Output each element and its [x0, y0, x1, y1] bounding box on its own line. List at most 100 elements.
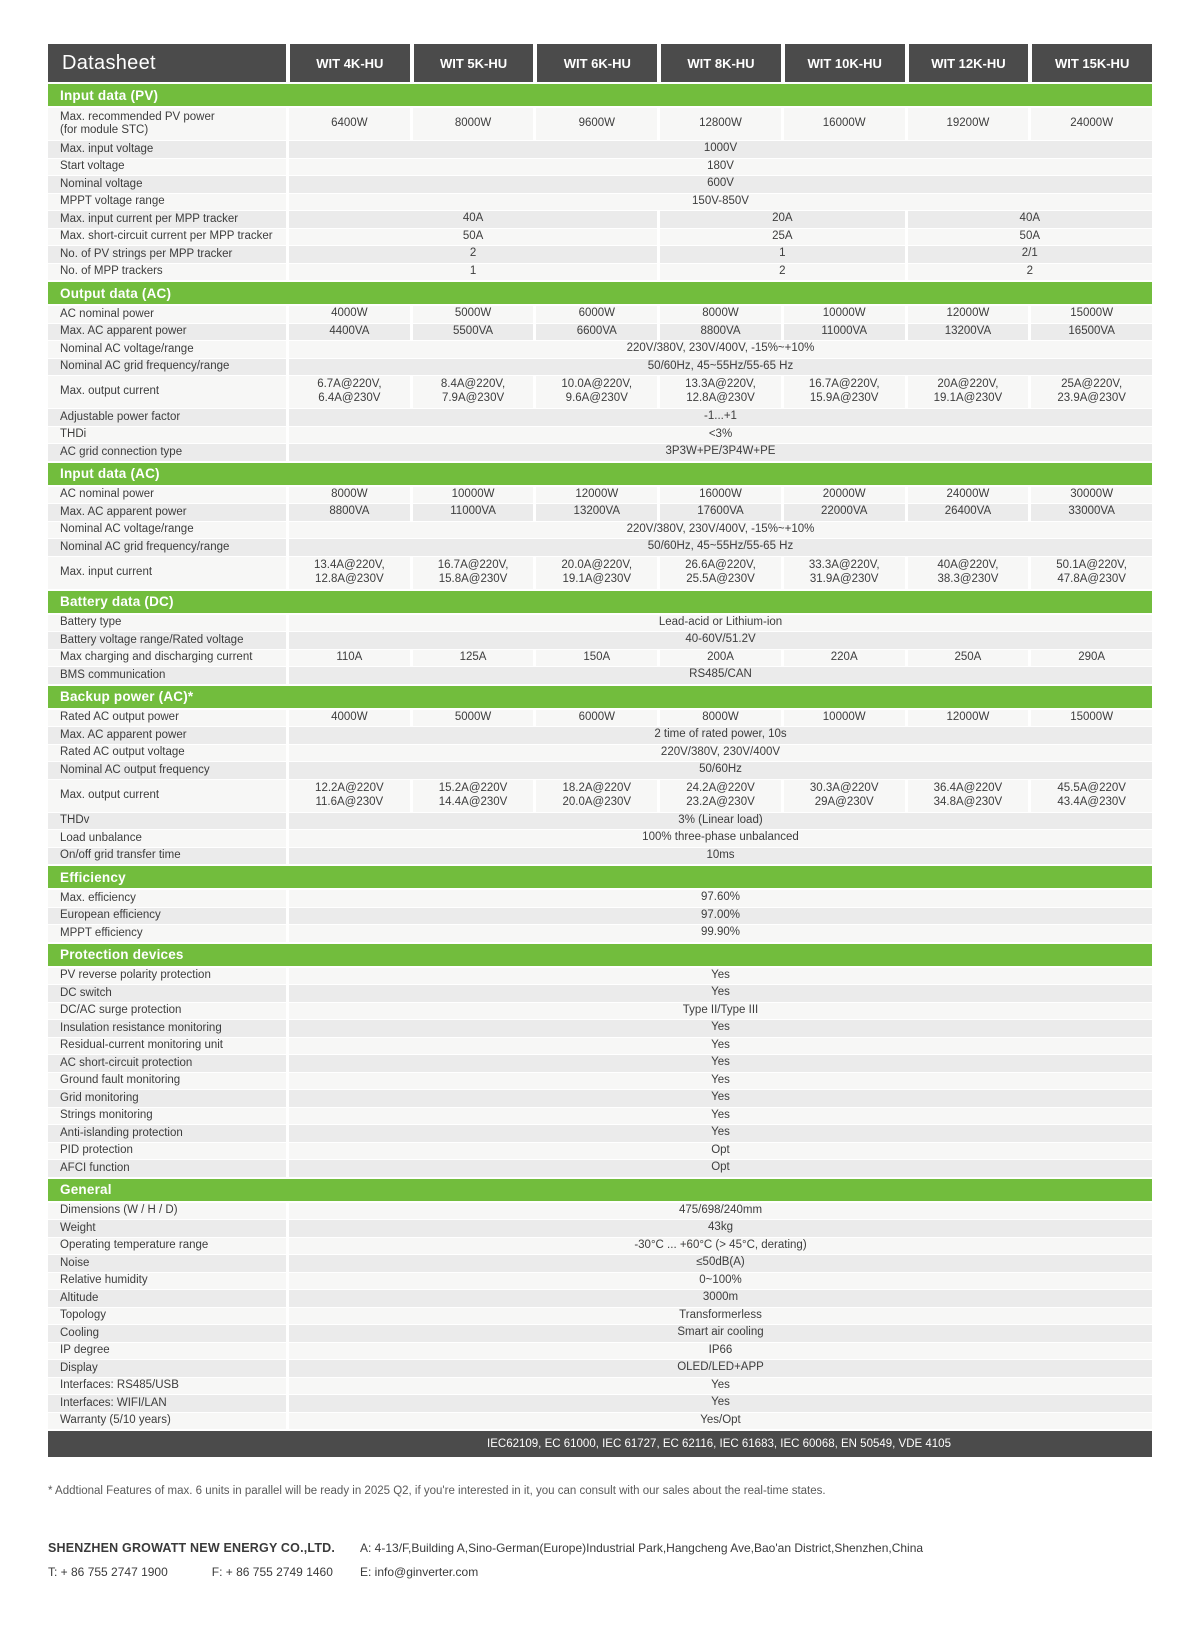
table-row: On/off grid transfer time 10ms: [48, 847, 1152, 864]
spec-value: 8800VA: [289, 504, 410, 521]
table-row: AC nominal power 4000W 5000W 6000W 8000W 1000…: [48, 306, 1152, 323]
spec-value: 15000W: [1031, 306, 1152, 323]
spec-value: 50A: [907, 228, 1152, 245]
spec-value: 50/60Hz, 45~55Hz/55-65 Hz: [289, 539, 1152, 556]
table-row: THDi <3%: [48, 426, 1152, 443]
row-label: Battery type: [48, 614, 286, 631]
section-header: Backup power (AC)*: [48, 685, 1152, 708]
section-header: Battery data (DC): [48, 590, 1152, 613]
spec-value: 36.4A@220V 34.8A@230V: [907, 779, 1029, 812]
footer: SHENZHEN GROWATT NEW ENERGY CO.,LTD. A: …: [48, 1541, 1152, 1579]
table-row: Interfaces: RS485/USB Yes: [48, 1377, 1152, 1394]
spec-value: Yes: [289, 1055, 1152, 1072]
spec-value: 11000VA: [783, 323, 905, 340]
spec-value: Opt: [289, 1142, 1152, 1159]
section-header: Output data (AC): [48, 282, 1152, 304]
row-label: Topology: [48, 1307, 286, 1324]
spec-value: 3P3W+PE/3P4W+PE: [289, 444, 1152, 461]
footnote: * Addtional Features of max. 6 units in …: [48, 1485, 826, 1497]
spec-value: 40-60V/51.2V: [289, 632, 1152, 649]
row-label: Max. AC apparent power: [48, 504, 286, 521]
spec-value: 220A: [783, 649, 905, 666]
row-label: DC switch: [48, 985, 286, 1002]
spec-value: Smart air cooling: [289, 1325, 1152, 1342]
model-column-header: WIT 15K-HU: [1032, 44, 1152, 82]
row-label: Max. output current: [48, 779, 286, 812]
row-label: Start voltage: [48, 158, 286, 175]
company-email: E: info@ginverter.com: [360, 1565, 479, 1579]
spec-value: 16000W: [660, 486, 781, 503]
company-address: A: 4-13/F,Building A,Sino-German(Europe)…: [360, 1541, 924, 1555]
spec-value: 13200VA: [907, 323, 1029, 340]
table-row: IP degree IP66: [48, 1342, 1152, 1359]
spec-value: 1000V: [289, 141, 1152, 158]
spec-value: 12800W: [660, 108, 781, 140]
spec-value: 10.0A@220V, 9.6A@230V: [536, 376, 658, 408]
spec-value: 220V/380V, 230V/400V, -15%~+10%: [289, 341, 1152, 358]
spec-value: 600V: [289, 176, 1152, 193]
row-label: Interfaces: WIFI/LAN: [48, 1395, 286, 1412]
table-row: Rated AC output power 4000W 5000W 6000W 8000…: [48, 709, 1152, 726]
spec-value: Yes: [289, 1090, 1152, 1107]
table-row: Display OLED/LED+APP: [48, 1360, 1152, 1377]
spec-value: 24000W: [1031, 108, 1152, 140]
table-row: Max. efficiency 97.60%: [48, 890, 1152, 907]
spec-value: OLED/LED+APP: [289, 1360, 1152, 1377]
spec-value: 24000W: [907, 486, 1029, 503]
spec-value: 6000W: [536, 709, 658, 726]
fax-number: F: + 86 755 2749 1460: [211, 1565, 333, 1579]
spec-value: 8000W: [289, 486, 410, 503]
spec-value: 25A@220V, 23.9A@230V: [1031, 376, 1152, 408]
spec-value: 2: [907, 263, 1152, 280]
table-row: BMS communication RS485/CAN: [48, 667, 1152, 684]
spec-value: IP66: [289, 1342, 1152, 1359]
row-label: Rated AC output power: [48, 709, 286, 726]
spec-value: 12000W: [907, 306, 1029, 323]
phone-number: T: + 86 755 2747 1900: [48, 1565, 168, 1579]
row-label: BMS communication: [48, 667, 286, 684]
row-label: PID protection: [48, 1142, 286, 1159]
row-label: Ground fault monitoring: [48, 1072, 286, 1089]
row-label: No. of PV strings per MPP tracker: [48, 246, 286, 263]
spec-value: -30°C ... +60°C (> 45°C, derating): [289, 1237, 1152, 1254]
row-label: Warranty (5/10 years): [48, 1412, 286, 1429]
spec-value: Yes: [289, 1107, 1152, 1124]
spec-value: 16000W: [783, 108, 905, 140]
spec-value: Yes: [289, 1037, 1152, 1054]
row-label: Max charging and discharging current: [48, 649, 286, 666]
spec-value: 3000m: [289, 1290, 1152, 1307]
table-row: AFCI function Opt: [48, 1160, 1152, 1177]
spec-value: 50/60Hz: [289, 762, 1152, 779]
spec-value: Type II/Type III: [289, 1002, 1152, 1019]
spec-value: 3% (Linear load): [289, 812, 1152, 829]
spec-value: 33000VA: [1031, 504, 1152, 521]
spec-value: 13.3A@220V, 12.8A@230V: [660, 376, 781, 408]
table-row: DC switch Yes: [48, 985, 1152, 1002]
spec-value: 13200VA: [536, 504, 658, 521]
table-row: No. of PV strings per MPP tracker 2 1 2/1: [48, 246, 1152, 263]
spec-value: 26.6A@220V, 25.5A@230V: [660, 556, 781, 589]
spec-value: 4000W: [289, 709, 410, 726]
spec-value: 22000VA: [783, 504, 905, 521]
table-row: Nominal voltage 600V: [48, 176, 1152, 193]
spec-value: 220V/380V, 230V/400V, -15%~+10%: [289, 521, 1152, 538]
spec-value: 97.00%: [289, 907, 1152, 924]
spec-value: 40A: [289, 211, 658, 228]
spec-value: 20A: [660, 211, 905, 228]
spec-value: 13.4A@220V, 12.8A@230V: [289, 556, 410, 589]
spec-value: 18.2A@220V 20.0A@230V: [536, 779, 658, 812]
table-row: PV reverse polarity protection Yes: [48, 967, 1152, 984]
spec-value: 20A@220V, 19.1A@230V: [907, 376, 1029, 408]
spec-value: Yes: [289, 1020, 1152, 1037]
spec-value: 99.90%: [289, 925, 1152, 942]
spec-value: 220V/380V, 230V/400V: [289, 744, 1152, 761]
row-label: Cooling: [48, 1325, 286, 1342]
spec-value: 8000W: [660, 709, 781, 726]
row-label: MPPT efficiency: [48, 925, 286, 942]
datasheet-page: Datasheet WIT 4K-HU WIT 5K-HU WIT 6K-HU WIT…: [48, 44, 1152, 1579]
table-row: Weight 43kg: [48, 1220, 1152, 1237]
row-label: Nominal AC output frequency: [48, 762, 286, 779]
row-label: Max. input voltage: [48, 141, 286, 158]
spec-value: 17600VA: [660, 504, 781, 521]
model-column-header: WIT 6K-HU: [537, 44, 658, 82]
